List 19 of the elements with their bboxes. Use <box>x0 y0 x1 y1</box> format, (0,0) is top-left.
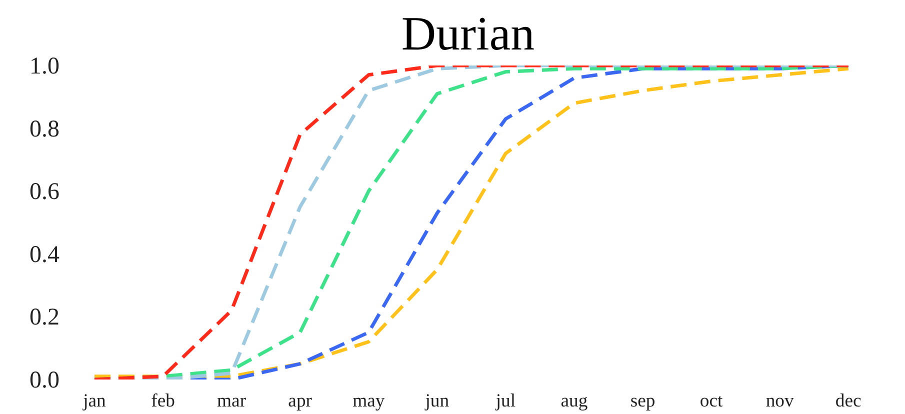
x-tick-label: aug <box>560 390 588 412</box>
y-tick-label: 1.0 <box>30 54 60 80</box>
chart-title: Durian <box>401 8 535 60</box>
x-tick-label: sep <box>630 390 656 412</box>
x-tick-label: feb <box>151 390 175 412</box>
x-tick-label: apr <box>288 390 313 412</box>
y-tick-label: 0.2 <box>30 304 60 331</box>
y-tick-label: 0.4 <box>30 242 60 268</box>
x-tick-label: jan <box>82 390 107 412</box>
x-tick-label: mar <box>217 390 247 412</box>
y-tick-label: 0.0 <box>30 368 60 394</box>
x-tick-label: nov <box>766 390 794 412</box>
y-tick-label: 0.8 <box>30 116 60 142</box>
x-tick-label: jul <box>494 390 516 412</box>
x-tick-label: oct <box>700 390 724 412</box>
x-tick-label: may <box>352 390 386 412</box>
y-tick-label: 0.6 <box>30 179 60 206</box>
x-tick-label: dec <box>835 390 862 412</box>
x-tick-label: jun <box>424 390 450 412</box>
